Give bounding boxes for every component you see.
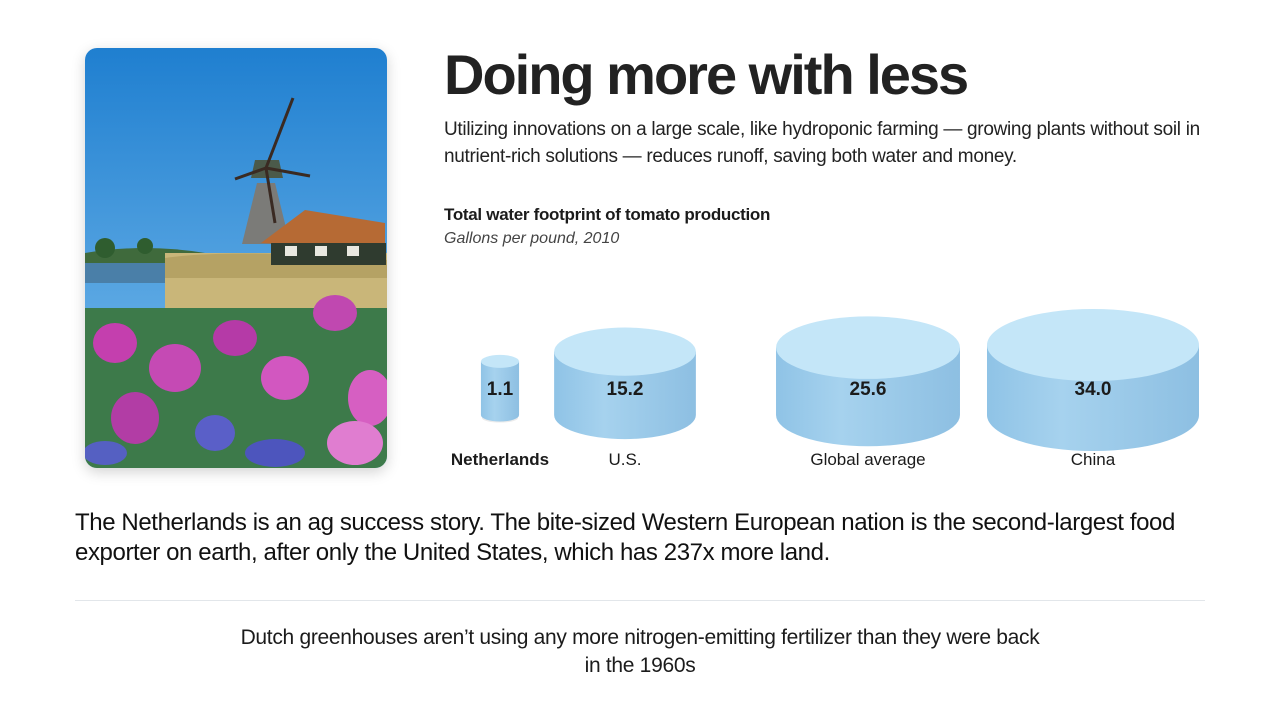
value-label: 1.1 xyxy=(487,379,514,400)
value-label: 15.2 xyxy=(607,379,644,400)
category-label: Netherlands xyxy=(451,450,549,469)
bar-global-average xyxy=(776,316,960,447)
value-label: 34.0 xyxy=(1075,379,1112,400)
water-footprint-chart: 1.1 Netherlands 15.2 U.S. 25.6 Global average… xyxy=(451,308,1199,469)
chart-unit-label: Gallons per pound, 2010 xyxy=(444,230,620,247)
bar-u-s- xyxy=(554,327,696,440)
bar-netherlands xyxy=(480,354,520,423)
page-title: Doing more with less xyxy=(444,43,969,106)
footer-note: Dutch greenhouses aren’t using any more … xyxy=(240,626,1040,677)
chart-title: Total water footprint of tomato producti… xyxy=(444,205,771,224)
category-label: Global average xyxy=(810,450,925,469)
body-paragraph: The Netherlands is an ag success story. … xyxy=(75,509,1175,566)
value-label: 25.6 xyxy=(850,379,887,400)
category-label: U.S. xyxy=(608,450,641,469)
netherlands-windmill-tulips-photo xyxy=(85,48,387,468)
page-subtitle: Utilizing innovations on a large scale, … xyxy=(444,119,1200,167)
category-label: China xyxy=(1071,450,1116,469)
divider xyxy=(75,600,1205,601)
bar-china xyxy=(987,308,1199,452)
